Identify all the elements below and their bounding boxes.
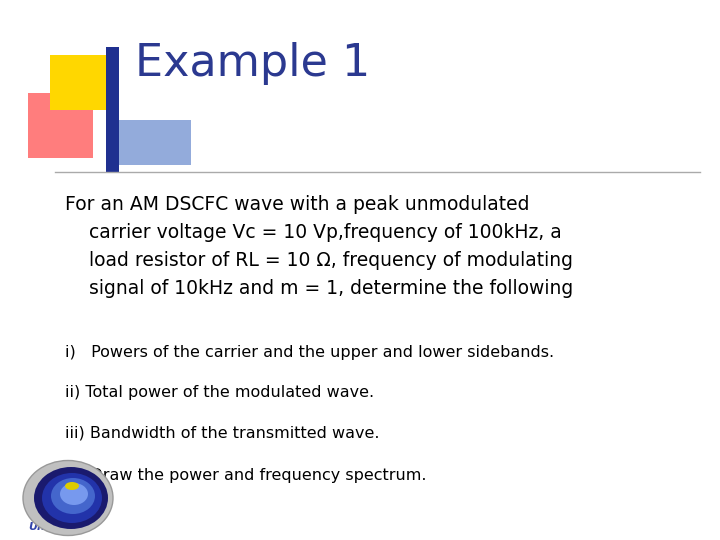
Text: Uni: Uni	[28, 522, 49, 532]
Bar	[106, 47, 119, 172]
Text: For an AM DSCFC wave with a peak unmodulated: For an AM DSCFC wave with a peak unmodul…	[65, 195, 529, 214]
Text: carrier voltage Vc = 10 Vp,frequency of 100kHz, a: carrier voltage Vc = 10 Vp,frequency of …	[65, 223, 562, 242]
Ellipse shape	[23, 461, 113, 536]
Bar	[28, 93, 93, 158]
Text: MAP: MAP	[52, 518, 86, 532]
Text: iii) Bandwidth of the transmitted wave.: iii) Bandwidth of the transmitted wave.	[65, 425, 379, 440]
Text: signal of 10kHz and m = 1, determine the following: signal of 10kHz and m = 1, determine the…	[65, 279, 573, 298]
Ellipse shape	[51, 478, 95, 514]
Bar	[106, 120, 191, 165]
Text: Example 1: Example 1	[135, 42, 370, 85]
Text: ii) Total power of the modulated wave.: ii) Total power of the modulated wave.	[65, 385, 374, 400]
Ellipse shape	[42, 473, 102, 523]
Ellipse shape	[34, 467, 108, 529]
Bar	[50, 55, 110, 110]
Text: load resistor of RL = 10 Ω, frequency of modulating: load resistor of RL = 10 Ω, frequency of…	[65, 251, 573, 270]
Text: iv) Draw the power and frequency spectrum.: iv) Draw the power and frequency spectru…	[65, 468, 426, 483]
Ellipse shape	[65, 482, 79, 490]
Text: i)   Powers of the carrier and the upper and lower sidebands.: i) Powers of the carrier and the upper a…	[65, 345, 554, 360]
Ellipse shape	[60, 483, 88, 505]
